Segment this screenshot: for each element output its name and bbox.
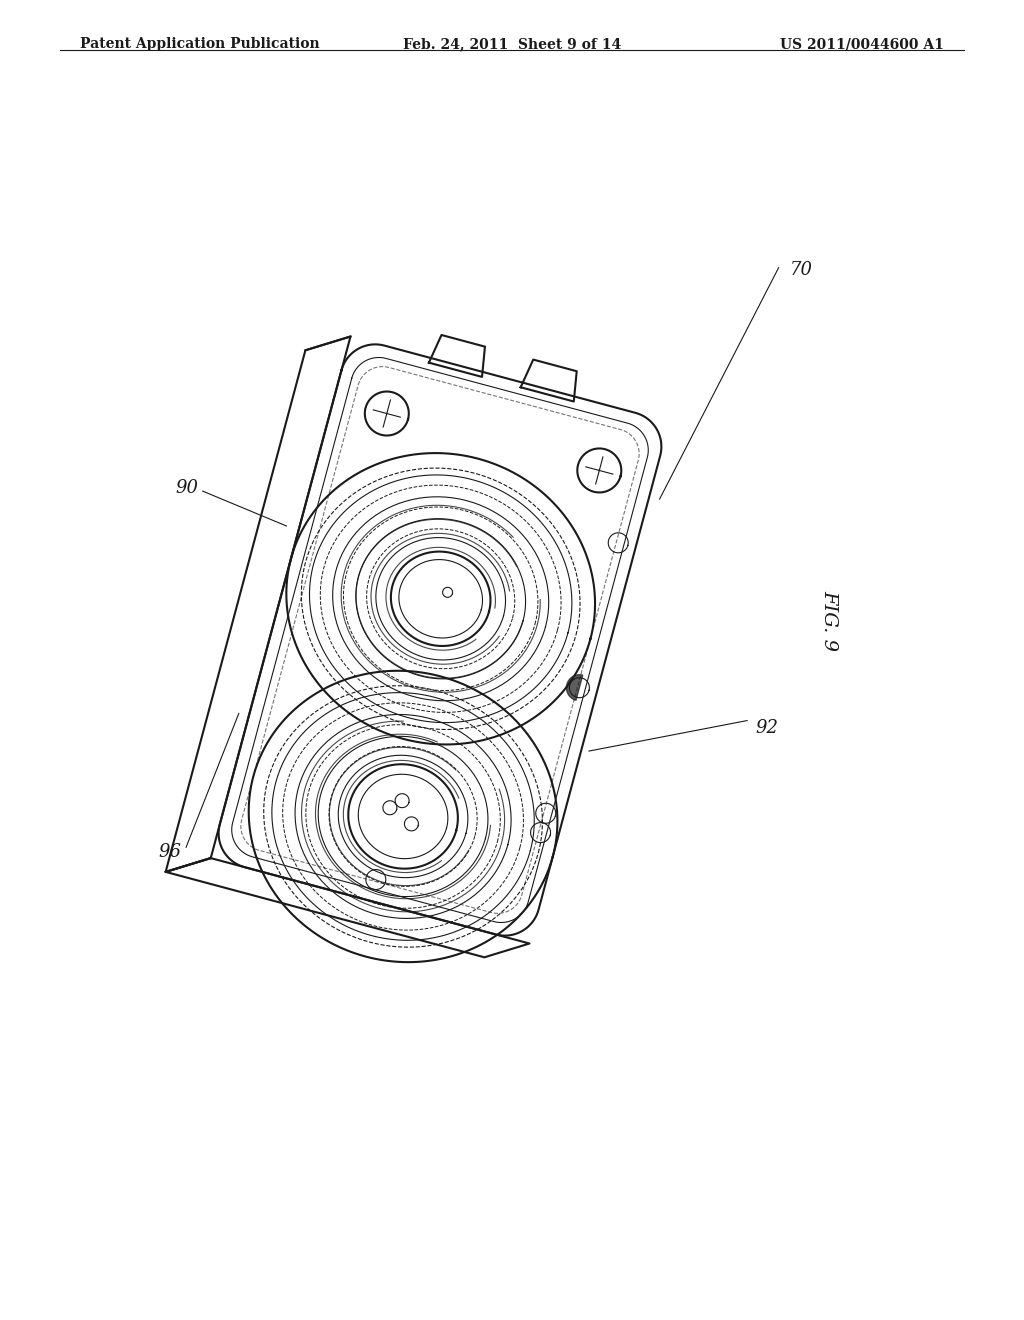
Polygon shape	[566, 675, 583, 701]
Text: 70: 70	[790, 261, 813, 279]
Text: FIG. 9: FIG. 9	[820, 590, 838, 651]
Text: US 2011/0044600 A1: US 2011/0044600 A1	[780, 37, 944, 51]
Text: 96: 96	[158, 843, 181, 861]
Text: 90: 90	[175, 479, 198, 498]
Text: Patent Application Publication: Patent Application Publication	[80, 37, 319, 51]
Text: 92: 92	[755, 719, 778, 737]
Text: Feb. 24, 2011  Sheet 9 of 14: Feb. 24, 2011 Sheet 9 of 14	[402, 37, 622, 51]
